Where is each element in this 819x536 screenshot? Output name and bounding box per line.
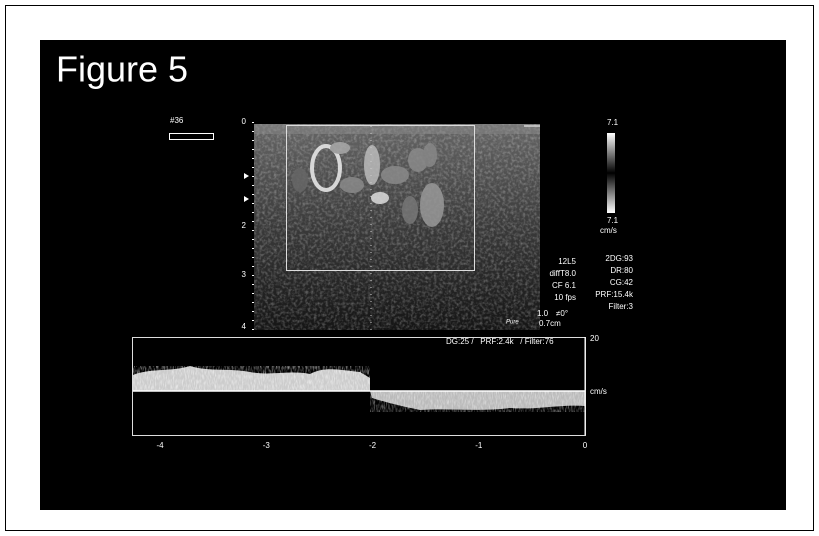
doppler-unit: cm/s — [590, 387, 607, 396]
setting: CF 6.1 — [552, 281, 577, 290]
time-label: -2 — [369, 441, 377, 450]
figure: Figure 5 #36 0 2 3 4 7.1 7.1 cm/s 12L5 diffT… — [0, 0, 819, 536]
color-bottom: 7.1 — [607, 216, 619, 225]
depth-label: 4 — [242, 322, 247, 331]
depth-label: 0 — [242, 117, 247, 126]
setting: CG:42 — [610, 278, 634, 287]
probe-depth: 0.7cm — [539, 319, 561, 328]
color-top: 7.1 — [607, 118, 619, 127]
probe-value: 1.0 — [537, 309, 549, 318]
setting: 12L5 — [558, 257, 576, 266]
depth-label: 2 — [242, 221, 247, 230]
setting: 10 fps — [554, 293, 576, 302]
doppler-settings: DG:25 / PRF:2.4k / Filter:76 — [446, 337, 554, 346]
setting: DR:80 — [610, 266, 633, 275]
frame-number: #36 — [170, 116, 184, 125]
time-label: -3 — [263, 441, 271, 450]
setting: 2DG:93 — [605, 254, 633, 263]
time-label: 0 — [583, 441, 588, 450]
setting: Filter:3 — [609, 302, 634, 311]
color-unit: cm/s — [600, 226, 617, 235]
figure-label: Figure 5 — [56, 49, 188, 90]
logo: Pure — [506, 320, 519, 326]
depth-label: 3 — [242, 270, 247, 279]
page: {"figure_label": "Figure 5", "frame_numb… — [0, 0, 819, 536]
time-label: -1 — [475, 441, 483, 450]
bmode-image — [253, 122, 540, 330]
time-label: -4 — [156, 441, 164, 450]
probe-angle: ≠0° — [556, 309, 568, 318]
doppler-scale-top: 20 — [590, 334, 599, 343]
setting: diffT8.0 — [549, 269, 576, 278]
setting: PRF:15.4k — [595, 290, 634, 299]
color-bar — [607, 133, 615, 213]
